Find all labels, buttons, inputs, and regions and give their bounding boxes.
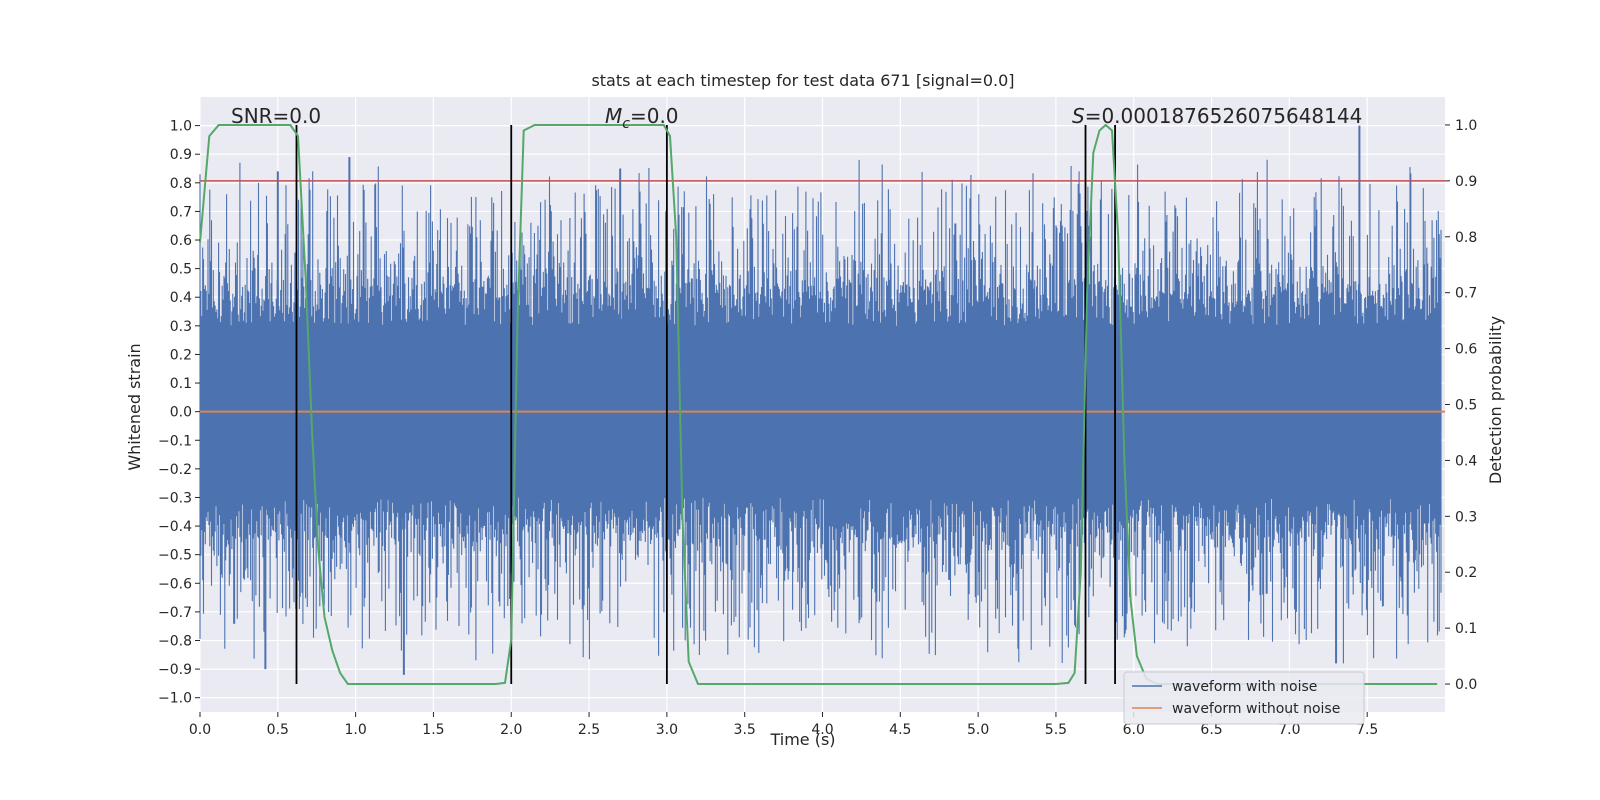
x-tick-label: 4.5 — [889, 722, 911, 738]
y-left-tick-label: −0.8 — [158, 633, 192, 649]
y-right-tick-label: 0.6 — [1455, 342, 1477, 358]
noise-series-group — [199, 125, 1442, 675]
y-left-tick-label: −0.1 — [158, 433, 192, 449]
y-left-tick-label: 0.6 — [170, 233, 192, 249]
y-left-tick-label: −0.6 — [158, 576, 192, 592]
x-tick-label: 0.0 — [189, 722, 211, 738]
x-tick-label: 2.0 — [500, 722, 522, 738]
legend-box — [1123, 671, 1365, 725]
x-tick-label: 7.0 — [1278, 722, 1300, 738]
snr-annotation: SNR=0.0 — [231, 104, 321, 128]
x-tick-label: 6.5 — [1200, 722, 1222, 738]
y-left-tick-label: −0.7 — [158, 605, 192, 621]
x-tick-label: 7.5 — [1356, 722, 1378, 738]
mc-value: =0.0 — [630, 104, 679, 128]
x-tick-label: 4.0 — [811, 722, 833, 738]
y-left-tick-label: −0.4 — [158, 519, 192, 535]
y-right-tick-label: 0.9 — [1455, 174, 1477, 190]
y-right-tick-label: 1.0 — [1455, 118, 1477, 134]
y-left-tick-label: 0.9 — [170, 147, 192, 163]
y-left-tick-label: 0.5 — [170, 262, 192, 278]
y-left-tick-label: 0.8 — [170, 176, 192, 192]
y-right-tick-label: 0.1 — [1455, 621, 1477, 637]
x-axis-label: Time (s) — [769, 730, 835, 749]
y-right-tick-label: 0.0 — [1455, 677, 1477, 693]
y-left-tick-label: −0.5 — [158, 548, 192, 564]
detection-probability-line — [199, 123, 1438, 685]
s-symbol: S — [1072, 104, 1085, 128]
y-left-tick-label: −1.0 — [158, 691, 192, 707]
x-tick-label: 5.0 — [967, 722, 989, 738]
x-tick-label: 6.0 — [1123, 722, 1145, 738]
x-tick-label: 1.0 — [344, 722, 366, 738]
y-axis-label-left: Whitened strain — [125, 343, 144, 470]
y-right-tick-label: 0.5 — [1455, 398, 1477, 414]
x-tick-label: 1.5 — [422, 722, 444, 738]
legend-label-clean: waveform without noise — [1172, 701, 1340, 717]
y-left-tick-label: −0.9 — [158, 662, 192, 678]
y-right-tick-label: 0.3 — [1455, 509, 1477, 525]
mc-annotation: Mc=0.0 — [605, 104, 679, 132]
y-left-tick-label: 0.4 — [170, 290, 192, 306]
overlay-group — [199, 123, 1445, 685]
legend: waveform with noise waveform without noi… — [1123, 671, 1365, 725]
y-left-tick-label: 0.7 — [170, 204, 192, 220]
noise-series — [199, 159, 1442, 664]
y-left-tick-label: −0.3 — [158, 490, 192, 506]
x-tick-label: 3.0 — [656, 722, 678, 738]
y-right-tick-label: 0.4 — [1455, 453, 1477, 469]
s-annotation: S=0.0001876526075648144 — [1072, 104, 1362, 128]
y-axis-label-right: Detection probability — [1486, 316, 1505, 484]
x-tick-label: 5.5 — [1045, 722, 1067, 738]
y-left-tick-label: −0.2 — [158, 462, 192, 478]
y-right-tick-label: 0.8 — [1455, 230, 1477, 246]
y-right-tick-label: 0.7 — [1455, 286, 1477, 302]
x-tick-label: 0.5 — [267, 722, 289, 738]
s-value: =0.0001876526075648144 — [1085, 104, 1363, 128]
x-tick-label: 3.5 — [734, 722, 756, 738]
legend-label-noise: waveform with noise — [1172, 679, 1317, 695]
y-left-tick-label: 0.2 — [170, 347, 192, 363]
y-right-tick-label: 0.2 — [1455, 565, 1477, 581]
tick-labels-group: 0.0 0.5 1.0 1.5 2.0 2.5 3.0 3.5 4.0 4.5 5.0 5.5 6.0 6… — [158, 118, 1477, 738]
x-tick-label: 2.5 — [578, 722, 600, 738]
y-left-tick-label: 0.1 — [170, 376, 192, 392]
mc-symbol: M — [605, 104, 622, 128]
y-left-tick-label: 0.3 — [170, 319, 192, 335]
chart-title: stats at each timestep for test data 671… — [591, 71, 1014, 90]
mc-subscript: c — [622, 116, 630, 132]
y-left-tick-label: 0.0 — [170, 405, 192, 421]
y-left-tick-label: 1.0 — [170, 119, 192, 135]
